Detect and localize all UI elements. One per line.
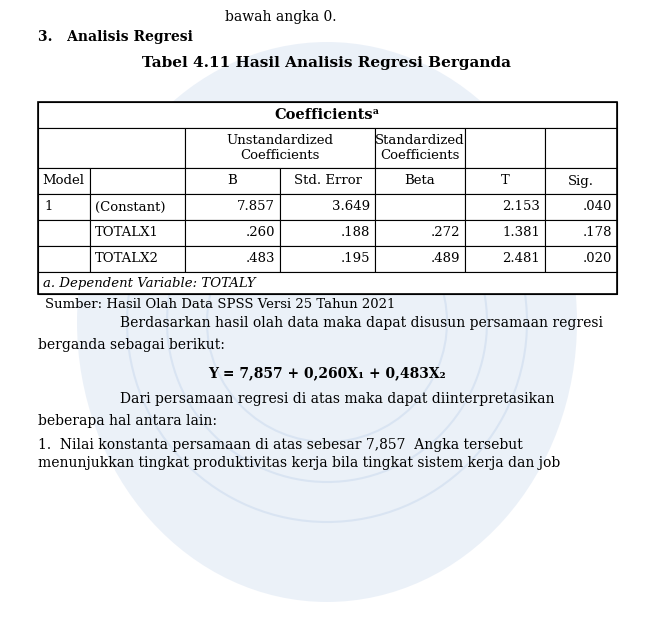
Bar [465, 194, 545, 220]
Bar [38, 220, 90, 246]
Text: .260: .260 [246, 226, 275, 240]
Bar [185, 194, 280, 220]
Text: a. Dependent Variable: TOTALY: a. Dependent Variable: TOTALY [43, 277, 255, 289]
Text: 2.153: 2.153 [502, 200, 540, 214]
Text: Unstandardized
Coefficients: Unstandardized Coefficients [227, 134, 333, 162]
Bar [38, 194, 90, 220]
Bar [38, 102, 617, 128]
Text: menunjukkan tingkat produktivitas kerja bila tingkat sistem kerja dan job: menunjukkan tingkat produktivitas kerja … [38, 456, 560, 470]
Bar [90, 168, 185, 194]
Ellipse shape [77, 42, 577, 602]
Text: 2.481: 2.481 [502, 253, 540, 265]
Text: Berdasarkan hasil olah data maka dapat disusun persamaan regresi: Berdasarkan hasil olah data maka dapat d… [120, 316, 603, 330]
Text: B: B [228, 174, 237, 188]
Bar [38, 168, 90, 194]
Text: Model: Model [42, 174, 84, 188]
Bar [465, 246, 545, 272]
Bar [545, 246, 617, 272]
Bar [90, 194, 185, 220]
Text: 3.649: 3.649 [332, 200, 370, 214]
Text: TOTALX1: TOTALX1 [95, 226, 159, 240]
Text: Dari persamaan regresi di atas maka dapat diinterpretasikan: Dari persamaan regresi di atas maka dapa… [120, 392, 555, 406]
Text: 3.   Analisis Regresi: 3. Analisis Regresi [38, 30, 193, 44]
Text: TOTALX2: TOTALX2 [95, 253, 159, 265]
Text: 1.381: 1.381 [502, 226, 540, 240]
Bar [38, 272, 617, 294]
Text: .272: .272 [430, 226, 460, 240]
Bar [90, 220, 185, 246]
Text: Beta: Beta [405, 174, 436, 188]
Bar [375, 194, 465, 220]
Text: 7.857: 7.857 [237, 200, 275, 214]
Text: .188: .188 [341, 226, 370, 240]
Text: .483: .483 [246, 253, 275, 265]
Bar [280, 194, 375, 220]
Text: .489: .489 [430, 253, 460, 265]
Text: Sumber: Hasil Olah Data SPSS Versi 25 Tahun 2021: Sumber: Hasil Olah Data SPSS Versi 25 Ta… [45, 298, 396, 311]
Bar [545, 194, 617, 220]
Text: 1.  Nilai konstanta persamaan di atas sebesar 7,857  Angka tersebut: 1. Nilai konstanta persamaan di atas seb… [38, 438, 523, 452]
Bar [465, 168, 545, 194]
Bar [280, 220, 375, 246]
Text: berganda sebagai berikut:: berganda sebagai berikut: [38, 338, 225, 352]
Bar [280, 168, 375, 194]
Bar [375, 220, 465, 246]
Text: beberapa hal antara lain:: beberapa hal antara lain: [38, 414, 217, 428]
Bar [185, 168, 280, 194]
Bar [545, 220, 617, 246]
Text: .178: .178 [582, 226, 612, 240]
Text: .020: .020 [583, 253, 612, 265]
Bar [375, 128, 465, 168]
Text: 1: 1 [44, 200, 52, 214]
Bar [38, 102, 617, 294]
Bar [545, 168, 617, 194]
Text: T: T [500, 174, 510, 188]
Bar [185, 220, 280, 246]
Bar [375, 168, 465, 194]
Bar [38, 128, 185, 168]
Bar [280, 246, 375, 272]
Bar [465, 220, 545, 246]
Bar [375, 246, 465, 272]
Bar [38, 246, 90, 272]
Text: (Constant): (Constant) [95, 200, 166, 214]
Text: Standardized
Coefficients: Standardized Coefficients [375, 134, 465, 162]
Text: Y = 7,857 + 0,260X₁ + 0,483X₂: Y = 7,857 + 0,260X₁ + 0,483X₂ [208, 366, 446, 380]
Text: bawah angka 0.: bawah angka 0. [225, 10, 337, 24]
Bar [465, 128, 545, 168]
Text: Std. Error: Std. Error [293, 174, 362, 188]
Bar [185, 246, 280, 272]
Text: .040: .040 [583, 200, 612, 214]
Text: .195: .195 [341, 253, 370, 265]
Text: Tabel 4.11 Hasil Analisis Regresi Berganda: Tabel 4.11 Hasil Analisis Regresi Bergan… [143, 56, 512, 70]
Bar [90, 246, 185, 272]
Bar [545, 128, 617, 168]
Text: Sig.: Sig. [568, 174, 594, 188]
Bar [185, 128, 375, 168]
Text: Coefficientsᵃ: Coefficientsᵃ [274, 108, 381, 122]
